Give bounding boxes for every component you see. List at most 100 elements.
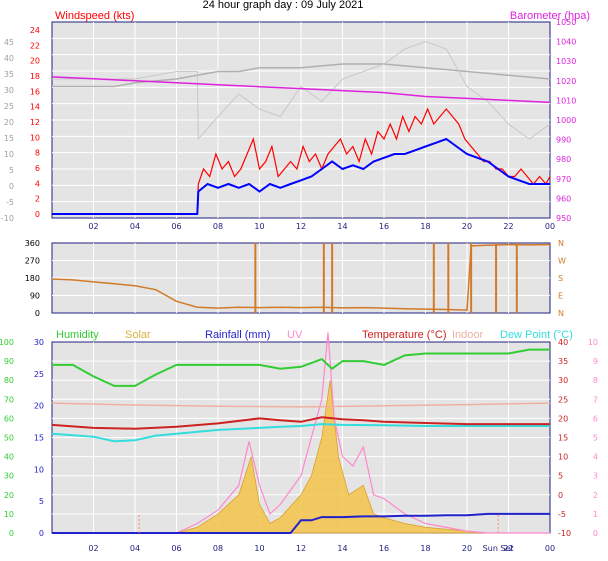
temp-tick: 40: [558, 338, 568, 347]
wind-x-tick: 00: [545, 222, 555, 231]
wind-x-tick: 12: [296, 222, 306, 231]
humidity-tick: 90: [4, 357, 14, 366]
uv-tick: 0: [593, 529, 598, 538]
humidity-tick: 30: [4, 472, 14, 481]
baro-right-tick: 970: [556, 175, 571, 184]
wind-x-tick: 04: [130, 222, 140, 231]
temp-tick: 35: [558, 357, 568, 366]
temp-tick: 20: [558, 414, 568, 423]
avg-wind-line: [52, 137, 550, 215]
uv-tick: 6: [593, 414, 598, 423]
outer-left-tick: 25: [4, 102, 14, 111]
uv-tick: 3: [593, 472, 598, 481]
dir-left-tick: 90: [30, 292, 40, 301]
wind-left-tick: 18: [30, 72, 40, 81]
env-x-tick: 10: [254, 544, 264, 553]
baro-right-tick: 1040: [556, 38, 576, 47]
outer-left-tick: 35: [4, 70, 14, 79]
outer-left-tick: -5: [6, 198, 14, 207]
wind-x-tick: 10: [254, 222, 264, 231]
dir-right-label: N: [558, 309, 564, 318]
temp-tick: -5: [558, 510, 566, 519]
env-x-tick: 04: [130, 544, 140, 553]
baro-right-tick: 1000: [556, 116, 576, 125]
env-x-tick: 14: [337, 544, 347, 553]
dir-left-tick: 0: [35, 309, 40, 318]
outer-left-tick: -10: [1, 214, 14, 223]
uv-tick: 10: [588, 338, 598, 347]
outer-left-tick: 40: [4, 54, 14, 63]
wind-left-tick: 22: [30, 41, 40, 50]
baro-right-tick: 960: [556, 194, 571, 203]
dir-right-label: S: [558, 274, 563, 283]
legend-item: Temperature (°C): [362, 329, 446, 341]
temp-tick: 30: [558, 376, 568, 385]
temp-tick: 5: [558, 472, 563, 481]
baro-right-tick: 1020: [556, 77, 576, 86]
solar-area: [176, 380, 550, 534]
humidity-tick: 10: [4, 510, 14, 519]
env-x-tick: 22: [503, 544, 513, 553]
wind-left-tick: 8: [35, 149, 40, 158]
wind-left-tick: 6: [35, 164, 40, 173]
humidity-tick: 0: [9, 529, 14, 538]
baro-right-tick: 1010: [556, 96, 576, 105]
gust-line: [52, 40, 551, 141]
outer-left-tick: 15: [4, 134, 14, 143]
wind-x-tick: 18: [420, 222, 430, 231]
outer-left-tick: 10: [4, 150, 14, 159]
wind-x-tick: 14: [337, 222, 347, 231]
legend-item: Humidity: [56, 329, 99, 341]
rain-tick: 15: [34, 434, 44, 443]
env-x-tick: 16: [379, 544, 389, 553]
wind-left-tick: 24: [30, 26, 40, 35]
uv-tick: 7: [593, 395, 598, 404]
rain-tick: 10: [34, 465, 44, 474]
uv-tick: 1: [593, 510, 598, 519]
wind-x-tick: 02: [88, 222, 98, 231]
humidity-tick: 20: [4, 491, 14, 500]
rain-tick: 25: [34, 370, 44, 379]
env-x-tick: 08: [213, 544, 223, 553]
dir-left-tick: 180: [25, 274, 40, 283]
wind-x-tick: 08: [213, 222, 223, 231]
rain-tick: 20: [34, 402, 44, 411]
humidity-tick: 40: [4, 453, 14, 462]
baro-right-tick: 980: [556, 155, 571, 164]
wind-left-tick: 10: [30, 133, 40, 142]
wind-left-tick: 4: [35, 179, 40, 188]
temperature-line: [51, 416, 550, 430]
uv-line: [176, 332, 550, 534]
dir-right-label: N: [558, 239, 564, 248]
dir-left-tick: 270: [25, 257, 40, 266]
uv-tick: 2: [593, 491, 598, 500]
legend-item: Rainfall (mm): [205, 329, 270, 341]
wind-x-tick: 20: [462, 222, 472, 231]
env-x-tick: 00: [545, 544, 555, 553]
legend-item: Dew Point (°C): [500, 329, 573, 341]
baro-right-tick: 950: [556, 214, 571, 223]
env-x-tick: 20: [462, 544, 472, 553]
humidity-tick: 70: [4, 395, 14, 404]
uv-tick: 5: [593, 434, 598, 443]
wind-x-tick: 06: [171, 222, 181, 231]
outer-left-tick: 20: [4, 118, 14, 127]
env-x-tick: 12: [296, 544, 306, 553]
temp-tick: 10: [558, 453, 568, 462]
rain-tick: 30: [34, 338, 44, 347]
rain-tick: 0: [39, 529, 44, 538]
wind-x-tick: 22: [503, 222, 513, 231]
humidity-tick: 50: [4, 434, 14, 443]
humidity-tick: 100: [0, 338, 14, 347]
env-x-tick: 06: [171, 544, 181, 553]
outer-left-tick: 5: [9, 166, 14, 175]
uv-tick: 4: [593, 453, 598, 462]
temp-tick: 25: [558, 395, 568, 404]
baro-right-tick: 1030: [556, 57, 576, 66]
legend-item: UV: [287, 329, 303, 341]
humidity-line: [52, 348, 550, 387]
dir-right-label: W: [558, 257, 566, 266]
env-x-tick: 18: [420, 544, 430, 553]
outer-left-tick: 0: [9, 182, 14, 191]
